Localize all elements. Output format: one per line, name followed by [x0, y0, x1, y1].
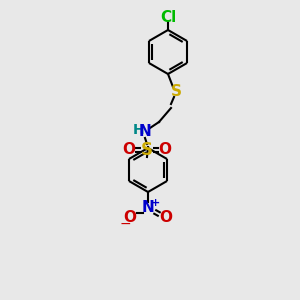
- Text: +: +: [150, 198, 160, 208]
- Text: O: O: [124, 211, 136, 226]
- Text: −: −: [119, 217, 131, 231]
- Text: O: O: [122, 142, 136, 158]
- Text: Cl: Cl: [160, 10, 176, 25]
- Text: N: N: [139, 124, 152, 140]
- Text: O: O: [158, 142, 172, 158]
- Text: O: O: [160, 211, 172, 226]
- Text: S: S: [141, 141, 153, 159]
- Text: S: S: [170, 85, 182, 100]
- Text: H: H: [133, 123, 145, 137]
- Text: N: N: [142, 200, 154, 215]
